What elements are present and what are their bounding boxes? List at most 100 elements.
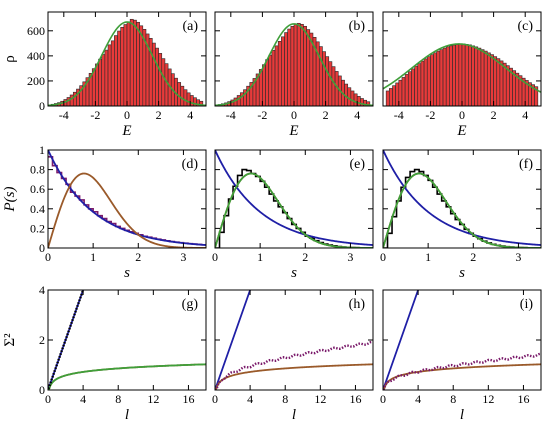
xtick-label-h-2: 8 bbox=[282, 392, 288, 406]
data-points-i bbox=[383, 352, 541, 390]
bar-b-34 bbox=[325, 56, 330, 106]
xlabel-a: E bbox=[121, 123, 131, 139]
xtick-label-b-0: -4 bbox=[226, 108, 236, 122]
xtick-label-d-2: 2 bbox=[135, 250, 141, 264]
bar-a-15 bbox=[98, 58, 103, 106]
ytick-label-g-2: 4 bbox=[39, 283, 45, 297]
xtick-label-i-3: 12 bbox=[482, 392, 494, 406]
panel-label-g: (g) bbox=[182, 297, 199, 312]
bar-a-24 bbox=[126, 21, 131, 106]
bar-b-25 bbox=[296, 22, 301, 106]
bar-a-27 bbox=[136, 21, 140, 106]
plot-area-b bbox=[215, 22, 373, 106]
bar-b-28 bbox=[306, 29, 311, 106]
ytick-label-a-0: 0 bbox=[39, 99, 45, 113]
xlabel-c: E bbox=[456, 123, 466, 139]
bar-c-10 bbox=[417, 63, 422, 106]
panel-e: 0 1 2 3 (e) s bbox=[212, 149, 374, 281]
bar-b-21 bbox=[284, 32, 288, 106]
bar-c-7 bbox=[407, 71, 412, 106]
xtick-label-g-1: 4 bbox=[80, 392, 86, 406]
xtick-label-b-3: 2 bbox=[323, 108, 329, 122]
xtick-label-h-3: 12 bbox=[314, 392, 326, 406]
ylabel-a: ρ bbox=[2, 55, 18, 63]
panel-label-c: (c) bbox=[517, 19, 533, 34]
panel-f: 0 1 2 3 (f) s bbox=[380, 149, 542, 281]
bar-a-26 bbox=[133, 19, 137, 106]
plot-area-d bbox=[48, 150, 206, 248]
bar-c-20 bbox=[449, 45, 453, 106]
xlabel-b: E bbox=[288, 123, 298, 139]
bar-b-33 bbox=[322, 51, 326, 106]
curve-f-wigner-2 bbox=[383, 172, 541, 248]
bar-a-42 bbox=[183, 89, 188, 106]
curve-f-poisson-0 bbox=[383, 150, 541, 246]
panel-label-h: (h) bbox=[349, 297, 366, 312]
bar-c-29 bbox=[477, 47, 482, 106]
bar-b-36 bbox=[331, 66, 336, 106]
bar-c-27 bbox=[471, 45, 475, 106]
bar-c-15 bbox=[433, 52, 438, 106]
bar-c-14 bbox=[430, 54, 434, 106]
plot-area-c bbox=[383, 43, 541, 106]
curve-e-poisson-0 bbox=[215, 150, 373, 246]
xtick-label-a-1: -2 bbox=[90, 108, 100, 122]
xtick-label-b-4: 4 bbox=[354, 108, 360, 122]
panel-a: -4 -2 0 2 4 0 200 400 600 (a) Eρ bbox=[2, 11, 207, 139]
bar-c-1 bbox=[389, 88, 393, 106]
xtick-label-e-3: 3 bbox=[347, 250, 353, 264]
panel-g: 0 4 8 12 16 0 2 4 (g) l Σ² bbox=[2, 283, 207, 423]
bar-c-2 bbox=[392, 85, 396, 106]
bar-a-20 bbox=[114, 35, 118, 106]
plot-area-f bbox=[383, 150, 541, 248]
panel-i: 0 4 8 12 16 (i) l bbox=[380, 289, 542, 423]
xtick-label-g-3: 12 bbox=[147, 392, 159, 406]
plot-area-e bbox=[215, 150, 373, 248]
panel-d: 0 1 2 3 0 0.2 0.4 0.6 0.8 1 (d) s P(s) bbox=[2, 143, 207, 281]
panel-label-d: (d) bbox=[182, 157, 199, 172]
bar-b-35 bbox=[328, 61, 333, 106]
xtick-label-c-0: -4 bbox=[394, 108, 404, 122]
bar-b-15 bbox=[265, 59, 270, 106]
bar-c-32 bbox=[486, 52, 491, 106]
xtick-label-h-4: 16 bbox=[349, 392, 361, 406]
axes-frame-e bbox=[214, 149, 374, 249]
bar-a-22 bbox=[120, 26, 125, 106]
bar-c-24 bbox=[461, 43, 466, 106]
ytick-label-d-4: 0.8 bbox=[30, 163, 45, 177]
bar-c-26 bbox=[468, 44, 472, 106]
xtick-label-a-4: 4 bbox=[187, 108, 193, 122]
ytick-label-g-0: 0 bbox=[39, 383, 45, 397]
bar-a-40 bbox=[177, 82, 182, 106]
bar-c-33 bbox=[490, 54, 494, 106]
bar-c-31 bbox=[483, 50, 488, 106]
curve-i-linear-0 bbox=[383, 290, 420, 390]
bar-a-41 bbox=[180, 85, 185, 106]
bar-b-23 bbox=[290, 25, 295, 106]
xtick-label-c-1: -2 bbox=[425, 108, 435, 122]
bar-b-20 bbox=[281, 36, 285, 106]
bar-c-25 bbox=[464, 44, 469, 106]
bar-a-14 bbox=[95, 63, 99, 106]
bar-c-17 bbox=[439, 49, 444, 106]
ytick-label-d-3: 0.6 bbox=[30, 182, 45, 196]
bar-c-5 bbox=[401, 77, 406, 106]
curve-i-goe-1 bbox=[383, 363, 541, 390]
bar-a-34 bbox=[158, 53, 163, 106]
bar-a-16 bbox=[101, 54, 106, 106]
bar-b-41 bbox=[347, 87, 352, 106]
bar-a-17 bbox=[104, 49, 109, 106]
bar-a-32 bbox=[151, 42, 156, 106]
bar-c-35 bbox=[496, 58, 501, 106]
bar-b-19 bbox=[277, 41, 282, 106]
ytick-label-d-5: 1 bbox=[39, 143, 45, 157]
bar-a-33 bbox=[155, 47, 159, 106]
xtick-label-g-0: 0 bbox=[45, 392, 51, 406]
xtick-label-a-3: 2 bbox=[156, 108, 162, 122]
xlabel-h: l bbox=[292, 407, 296, 423]
curve-d-wigner-1 bbox=[48, 172, 206, 248]
ytick-label-d-2: 0.4 bbox=[30, 202, 45, 216]
ytick-label-d-0: 0 bbox=[39, 241, 45, 255]
plot-area-i bbox=[383, 290, 541, 390]
